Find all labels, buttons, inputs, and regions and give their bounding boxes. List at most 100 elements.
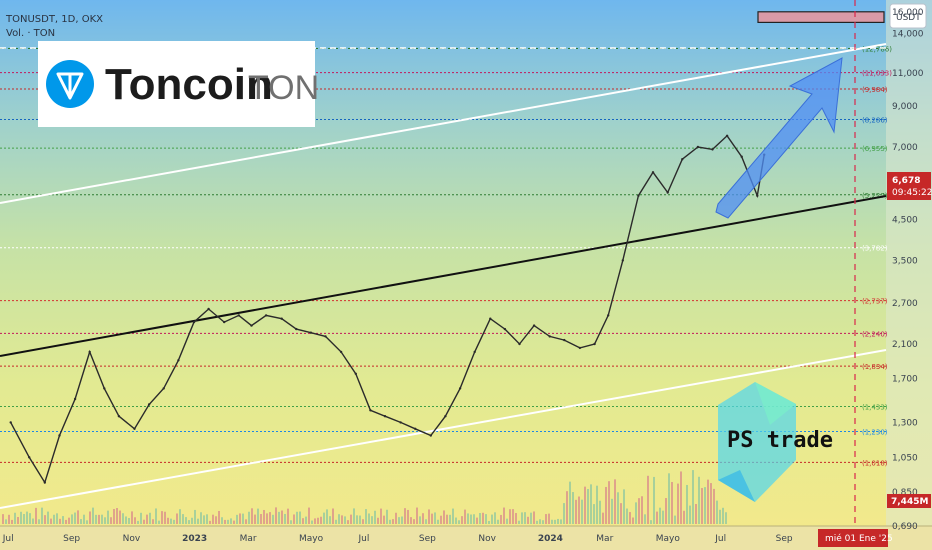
price-point	[621, 259, 624, 262]
x-tick-label: Sep	[63, 534, 80, 544]
price-point	[458, 387, 462, 390]
price-point	[429, 434, 432, 437]
price-point	[607, 314, 610, 317]
date-tag: mié 01 Ene '25	[818, 529, 893, 547]
watermark-text: PS trade	[727, 428, 833, 453]
lower-channel-line[interactable]	[0, 349, 887, 509]
current-price-tag: 6,678 09:45:22	[887, 172, 932, 200]
fib-level-label: (6,955)	[862, 145, 888, 153]
fib-level-label: (12,786)	[862, 46, 892, 54]
toncoin-logo: Toncoin TON	[38, 41, 319, 127]
price-point	[58, 434, 61, 437]
time-axis-ticks[interactable]: Jul Sep Nov 2023 Mar Mayo Jul Sep Nov 2024 Mar Mayo…	[2, 534, 854, 544]
price-point	[147, 403, 151, 406]
price-point	[548, 335, 551, 338]
price-point	[9, 421, 12, 424]
fib-level-label: (2,240)	[862, 330, 888, 338]
y-tick-label: 16,000	[892, 8, 924, 18]
price-points	[9, 134, 766, 484]
x-tick-label: Sep	[419, 534, 436, 544]
ps-trade-watermark: PS trade	[718, 382, 833, 502]
price-point	[399, 421, 402, 424]
price-point	[711, 148, 714, 151]
price-point	[309, 331, 313, 334]
price-point	[518, 342, 521, 346]
price-point	[43, 481, 46, 484]
time-scale-background	[0, 526, 932, 550]
fib-level-label: (1,230)	[862, 428, 888, 436]
fibonacci-levels: (12,786) (11,033) (9,984) (8,286) (6,955) (5,…	[0, 46, 892, 467]
y-tick-label: 1,700	[892, 375, 918, 385]
volume-tag-value: 7,445M	[891, 497, 928, 507]
price-point	[295, 327, 298, 331]
price-point	[237, 314, 240, 317]
volume-header[interactable]: Vol. · TON	[6, 28, 55, 39]
price-point	[223, 320, 226, 324]
price-point	[444, 415, 447, 418]
symbol-header[interactable]: TONUSDT, 1D, OKX	[5, 14, 103, 25]
price-point	[651, 171, 655, 174]
price-point	[473, 350, 476, 354]
y-tick-label: 2,700	[892, 299, 918, 309]
price-point	[88, 350, 91, 354]
price-point	[503, 327, 507, 331]
target-zone-rectangle[interactable]	[757, 11, 885, 24]
fib-level-label: (1,018)	[862, 459, 888, 467]
x-tick-label: 2024	[538, 534, 563, 544]
fib-level-label: (11,033)	[862, 70, 892, 78]
fib-level-label: (2,737)	[862, 298, 888, 306]
fib-level-label: (8,286)	[862, 116, 888, 124]
y-tick-label: 0,690	[892, 522, 918, 532]
x-tick-label: Mayo	[656, 534, 681, 544]
middle-channel-line[interactable]	[0, 195, 887, 357]
price-point	[28, 456, 31, 459]
x-tick-label: Sep	[776, 534, 793, 544]
logo-name: Toncoin	[105, 60, 273, 109]
y-tick-label: 2,100	[892, 340, 918, 350]
x-tick-label: 2023	[182, 534, 207, 544]
price-point	[162, 387, 165, 390]
price-point	[264, 314, 268, 317]
currency-box[interactable]	[889, 3, 927, 29]
x-tick-label: Jul	[357, 534, 369, 544]
fib-level-label: (5,227)	[862, 192, 888, 200]
price-scale-background	[886, 0, 932, 550]
date-tag-value: mié 01 Ene '25	[825, 533, 893, 544]
fib-level-label: (3,782)	[862, 245, 888, 253]
price-point	[681, 158, 684, 161]
fib-level-label: (1,433)	[862, 403, 888, 411]
price-point	[133, 427, 136, 430]
price-point	[369, 409, 372, 412]
ton-diamond-icon	[56, 72, 84, 100]
currency-label: USDT	[896, 13, 921, 23]
upper-channel-line[interactable]	[0, 43, 887, 204]
y-tick-label: 1,300	[892, 418, 918, 428]
price-point	[578, 346, 582, 350]
price-point	[593, 342, 596, 346]
y-tick-label: 3,500	[892, 256, 918, 266]
price-point	[339, 350, 343, 354]
y-tick-label: 14,000	[892, 30, 924, 40]
x-tick-label: Mar	[596, 534, 613, 544]
x-tick-label: Mayo	[299, 534, 324, 544]
y-tick-label: 4,500	[892, 215, 918, 225]
price-point	[666, 191, 669, 194]
y-tick-label: 11,000	[892, 69, 924, 79]
y-tick-label: 0,850	[892, 488, 918, 498]
y-tick-label: 9,000	[892, 102, 918, 112]
price-point	[756, 194, 759, 197]
price-point	[280, 317, 283, 320]
price-point	[696, 145, 700, 149]
x-tick-label: Nov	[478, 534, 496, 544]
price-point	[250, 324, 253, 327]
price-point	[532, 324, 536, 327]
price-point	[725, 134, 729, 137]
price-point	[117, 415, 121, 418]
fib-level-label: (9,984)	[862, 86, 888, 94]
price-point	[207, 307, 210, 311]
price-point	[354, 372, 357, 375]
logo-ticker: TON	[248, 69, 319, 107]
price-point	[563, 338, 566, 342]
price-point	[740, 155, 743, 158]
